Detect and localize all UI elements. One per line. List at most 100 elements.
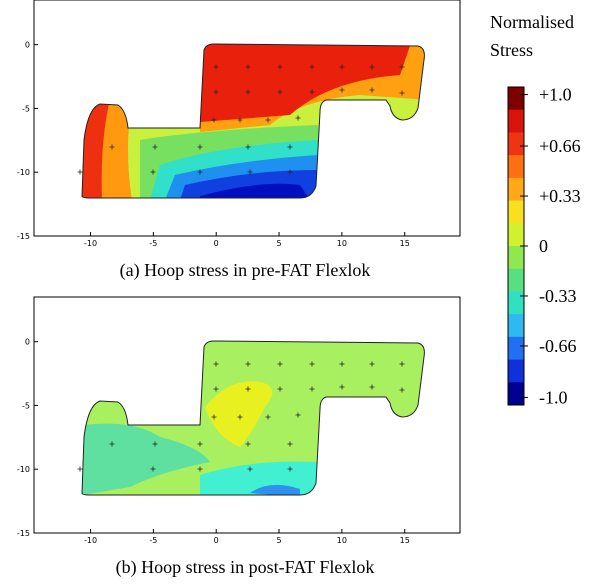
node-marker bbox=[399, 64, 405, 70]
node-marker bbox=[369, 384, 375, 390]
node-marker bbox=[399, 361, 405, 367]
node-marker bbox=[339, 64, 345, 70]
node-marker bbox=[213, 64, 219, 70]
caption: (b) Hoop stress in post-FAT Flexlok bbox=[116, 557, 375, 578]
node-marker bbox=[287, 441, 293, 447]
colorbar-band bbox=[508, 223, 524, 247]
node-marker bbox=[295, 115, 301, 121]
colorbar-title: Normalised bbox=[490, 12, 574, 32]
colorbar-band bbox=[508, 382, 524, 406]
node-marker bbox=[309, 386, 315, 392]
node-marker bbox=[213, 361, 219, 367]
node-marker bbox=[213, 89, 219, 95]
x-tick-label: 0 bbox=[214, 239, 219, 248]
colorbar-band bbox=[508, 200, 524, 224]
colorbar-tick-label: +1.0 bbox=[539, 85, 572, 105]
node-marker bbox=[247, 169, 253, 175]
node-marker bbox=[399, 387, 405, 393]
node-marker bbox=[287, 169, 293, 175]
node-marker bbox=[109, 144, 115, 150]
colorbar-tick-label: -0.33 bbox=[539, 286, 577, 306]
node-marker bbox=[77, 169, 83, 175]
node-marker bbox=[277, 361, 283, 367]
x-tick-label: -10 bbox=[84, 536, 97, 545]
node-marker bbox=[369, 64, 375, 70]
node-marker bbox=[150, 466, 156, 472]
y-tick-label: -15 bbox=[17, 232, 30, 241]
y-tick-label: 0 bbox=[25, 41, 30, 50]
node-marker bbox=[245, 386, 251, 392]
caption: (a) Hoop stress in pre-FAT Flexlok bbox=[120, 260, 371, 281]
colorbar-band bbox=[508, 155, 524, 179]
node-marker bbox=[309, 361, 315, 367]
x-tick-label: -5 bbox=[149, 239, 157, 248]
node-marker bbox=[152, 441, 158, 447]
node-marker bbox=[245, 89, 251, 95]
node-marker bbox=[287, 466, 293, 472]
colorbar-band bbox=[508, 246, 524, 270]
node-marker bbox=[197, 169, 203, 175]
colorbar-band bbox=[508, 291, 524, 315]
node-marker bbox=[197, 441, 203, 447]
node-marker bbox=[211, 414, 217, 420]
contour-a bbox=[81, 43, 425, 199]
colorbar-band bbox=[508, 109, 524, 133]
node-marker bbox=[309, 89, 315, 95]
node-marker bbox=[265, 117, 271, 123]
node-marker bbox=[369, 87, 375, 93]
colorbar-tick-label: +0.66 bbox=[539, 136, 581, 156]
y-tick-label: -10 bbox=[17, 168, 30, 177]
x-tick-label: 15 bbox=[400, 536, 410, 545]
x-tick-label: -5 bbox=[149, 536, 157, 545]
x-tick-label: -10 bbox=[84, 239, 97, 248]
node-marker bbox=[277, 386, 283, 392]
node-marker bbox=[197, 466, 203, 472]
node-marker bbox=[339, 361, 345, 367]
node-marker bbox=[309, 64, 315, 70]
colorbar-title: Stress bbox=[490, 40, 533, 60]
node-marker bbox=[213, 386, 219, 392]
y-tick-label: -5 bbox=[22, 104, 30, 113]
node-marker bbox=[211, 117, 217, 123]
colorbar-tick-label: -1.0 bbox=[539, 387, 568, 407]
colorbar-band bbox=[508, 132, 524, 156]
node-marker bbox=[245, 361, 251, 367]
x-tick-label: 10 bbox=[337, 239, 347, 248]
plot-frame bbox=[33, 0, 461, 237]
x-tick-label: 5 bbox=[276, 536, 281, 545]
plot-frame bbox=[33, 296, 461, 534]
colorbar-tick-label: 0 bbox=[539, 236, 548, 256]
node-marker bbox=[247, 466, 253, 472]
node-marker bbox=[237, 117, 243, 123]
node-marker bbox=[237, 414, 243, 420]
node-marker bbox=[265, 414, 271, 420]
node-marker bbox=[150, 169, 156, 175]
colorbar-tick-label: -0.66 bbox=[539, 336, 577, 356]
node-marker bbox=[369, 361, 375, 367]
y-tick-label: 0 bbox=[25, 338, 30, 347]
y-tick-label: -10 bbox=[17, 465, 30, 474]
node-marker bbox=[339, 87, 345, 93]
y-tick-label: -15 bbox=[17, 529, 30, 538]
colorbar-band bbox=[508, 359, 524, 383]
node-marker bbox=[152, 144, 158, 150]
node-marker bbox=[245, 441, 251, 447]
node-marker bbox=[295, 412, 301, 418]
colorbar-band bbox=[508, 177, 524, 201]
contour-b bbox=[81, 340, 425, 496]
colorbar-band bbox=[508, 87, 524, 111]
node-marker bbox=[277, 89, 283, 95]
y-tick-label: -5 bbox=[22, 401, 30, 410]
colorbar-band bbox=[508, 268, 524, 292]
x-tick-label: 10 bbox=[337, 536, 347, 545]
colorbar-band bbox=[508, 314, 524, 338]
node-marker bbox=[245, 64, 251, 70]
node-marker bbox=[287, 144, 293, 150]
colorbar-band bbox=[508, 336, 524, 360]
x-tick-label: 5 bbox=[276, 239, 281, 248]
x-tick-label: 15 bbox=[400, 239, 410, 248]
node-marker bbox=[245, 144, 251, 150]
node-marker bbox=[399, 90, 405, 96]
colorbar-tick-label: +0.33 bbox=[539, 186, 581, 206]
